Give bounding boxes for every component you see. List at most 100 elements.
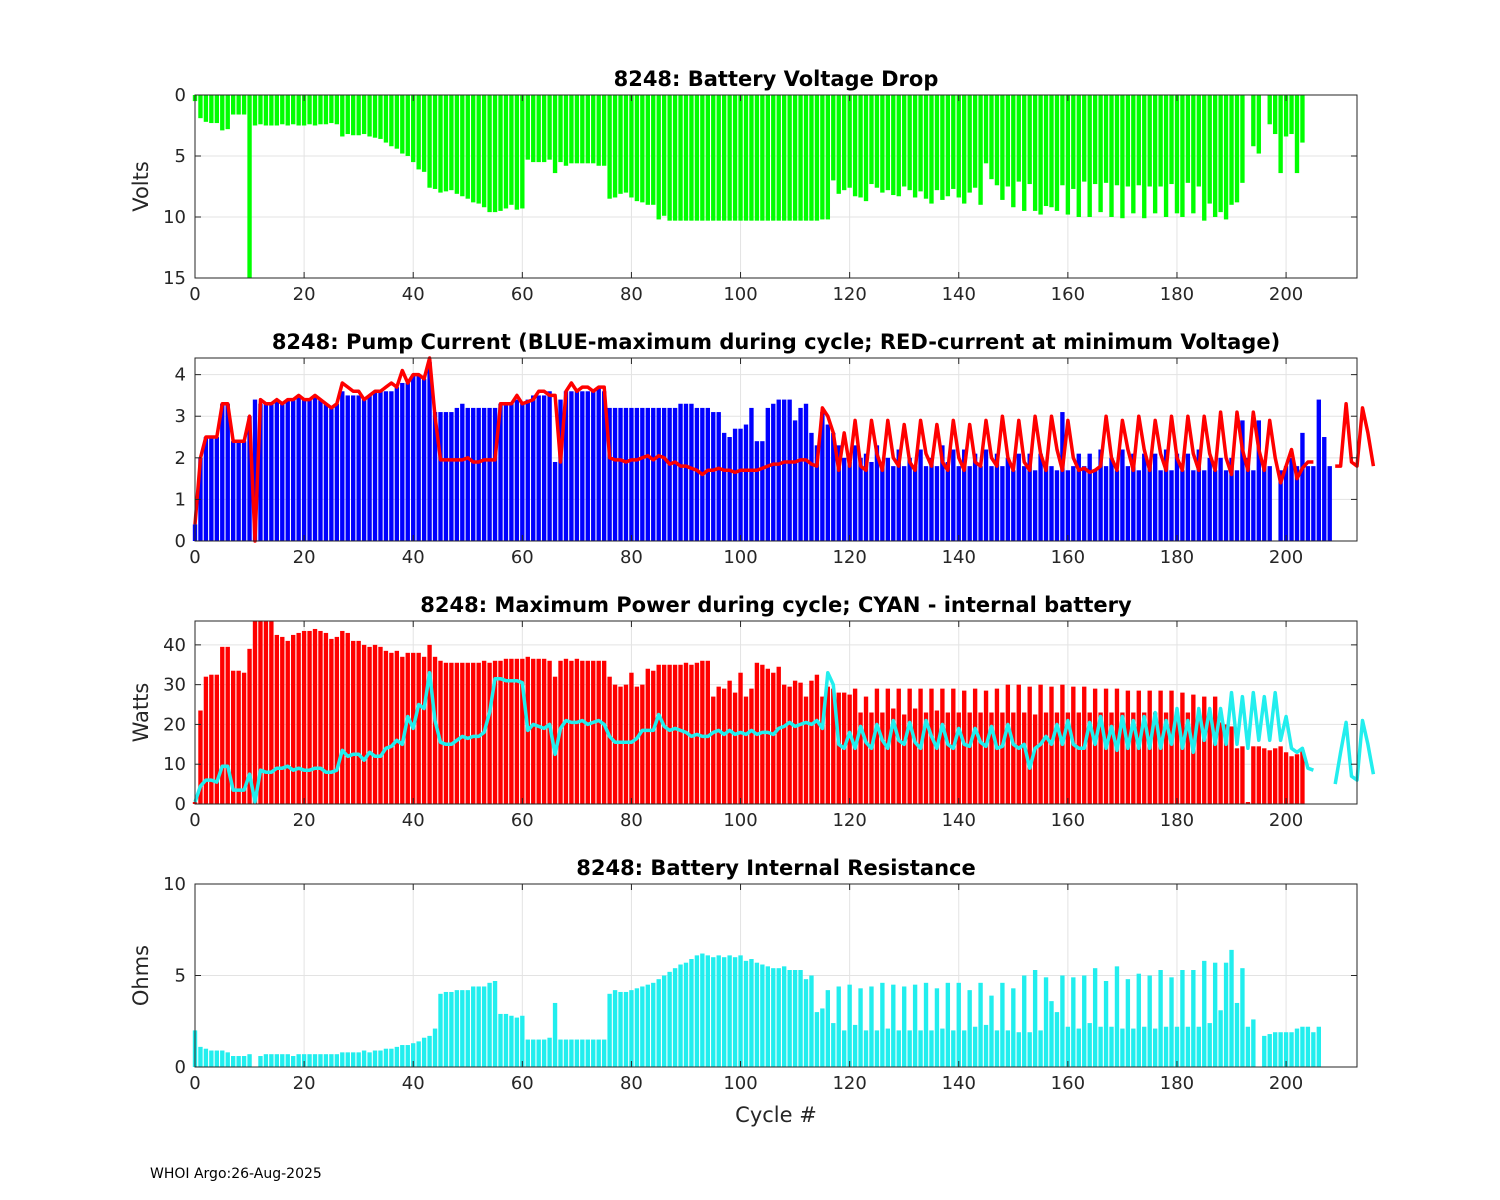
bar [307,95,312,125]
bar [1131,712,1136,804]
bar [291,1056,296,1067]
bar [285,399,290,541]
bar [678,964,683,1067]
bar [629,95,634,198]
bar [629,407,634,541]
bar [1114,95,1120,186]
bar [1223,470,1229,541]
bar [291,399,296,541]
bar [383,1048,389,1067]
x-tick-label: 40 [402,547,425,568]
bar [1223,95,1229,220]
bar [1131,1028,1136,1067]
bar [1142,1026,1147,1067]
bar [896,1030,901,1067]
bar [1076,453,1081,541]
bar [198,1046,203,1067]
bar [1202,696,1207,804]
bar [1283,95,1289,137]
bar [1245,1026,1251,1067]
bar [792,420,798,541]
bar [378,1050,383,1067]
bar [1098,1026,1103,1067]
bar [563,658,569,804]
bar [792,680,798,804]
bar [503,403,509,541]
bar [1142,95,1147,219]
bar [863,453,869,541]
bar [787,686,792,804]
bar [754,95,760,221]
bar [683,962,689,1067]
bar [956,982,961,1067]
bar [891,708,896,804]
bar [514,658,520,804]
bar [1071,95,1076,189]
bar [334,1054,340,1067]
bar [1322,437,1327,541]
bar [962,449,967,541]
bar [918,1030,923,1067]
bar [814,674,820,804]
bar [1071,977,1076,1067]
bar [269,403,274,541]
bar [732,692,738,804]
bar [552,1002,558,1067]
bar [858,95,863,198]
bar [1180,970,1185,1067]
bar [1065,470,1071,541]
x-tick-label: 160 [1051,810,1085,831]
bar [1032,470,1038,541]
bar [934,988,940,1067]
bar [678,664,683,804]
bar [531,658,536,804]
bar [945,712,951,804]
bar [269,95,274,126]
bar [852,1024,858,1067]
x-tick-label: 160 [1051,1073,1085,1094]
bar [525,399,530,541]
bar [1120,95,1125,219]
bar [880,712,885,804]
bar [1065,712,1071,804]
bar [471,407,476,541]
bar [863,95,869,202]
bar [1016,95,1021,182]
bar [1272,95,1278,135]
bar [951,95,956,189]
bar [209,95,214,124]
bar [416,652,421,804]
bar [667,971,672,1067]
bar [1027,95,1032,185]
bar [280,1054,285,1067]
x-tick-label: 0 [189,547,200,568]
bar [220,646,225,804]
bar [967,95,972,193]
bar [269,1054,274,1067]
bar [978,982,983,1067]
x-tick-label: 80 [620,547,643,568]
bar [1163,712,1169,804]
bar [711,412,716,541]
bar [1114,966,1120,1067]
bar [1180,95,1185,217]
bar [231,95,236,115]
bar [1043,95,1049,207]
bar [1000,95,1005,200]
bar [771,403,776,541]
y-tick-label: 1 [175,489,186,510]
bar [203,676,209,804]
chart-panel-3: 0 20 40 60 80 100 120 140 160 180 200 0 10 20 30 40 8248… [129,593,1376,831]
bar [345,395,350,541]
bar [612,990,618,1067]
bar [978,95,983,205]
bar [263,95,269,126]
bar [1027,686,1032,804]
bar [629,672,634,804]
bar [427,95,432,188]
plot-area [195,621,1357,804]
bar [962,1030,967,1067]
bar [1196,1026,1201,1067]
series-line [193,670,1376,804]
bar [1038,95,1043,215]
